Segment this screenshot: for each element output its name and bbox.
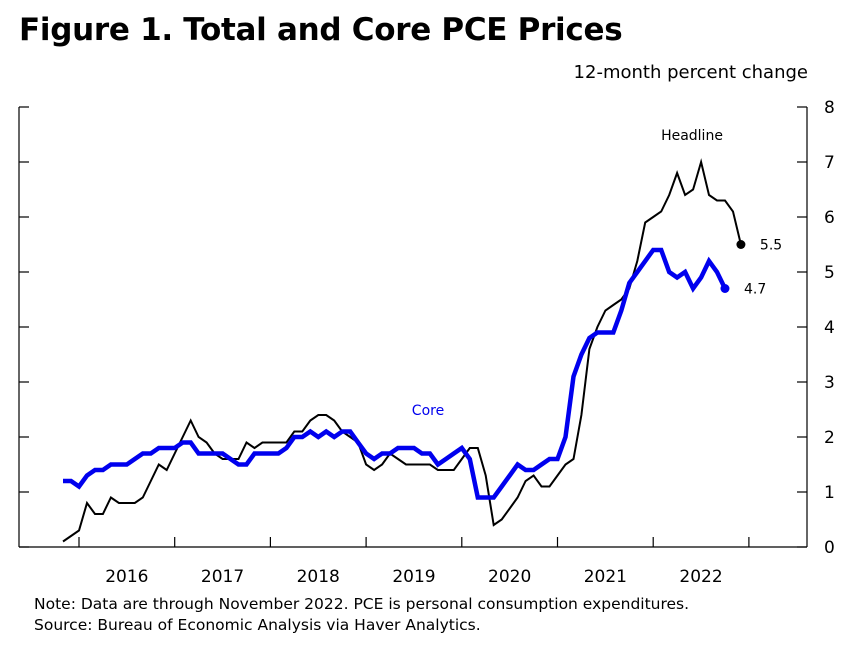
axes: 0 1 2 3 4 5 6 7 8 2016 2017 2018 2019 2020 2021 2022 (18, 98, 835, 587)
core-series-label: Core (412, 403, 444, 419)
y-axis-units-label: 12-month percent change (573, 62, 808, 83)
headline-end-marker (736, 240, 746, 249)
y-tick-label: 6 (824, 208, 835, 228)
y-tick-label: 2 (824, 428, 835, 448)
series-lines (62, 158, 746, 543)
headline-line (62, 158, 742, 543)
headline-end-value-label: 5.5 (760, 238, 782, 254)
x-tick-label: 2018 (297, 567, 340, 587)
source-text: Source: Bureau of Economic Analysis via … (34, 616, 481, 634)
x-tick-label: 2021 (584, 567, 627, 587)
y-tick-label: 5 (824, 263, 835, 283)
x-tick-label: 2019 (392, 567, 435, 587)
y-tick-label: 8 (824, 98, 835, 118)
chart-notes: Note: Data are through November 2022. PC… (34, 594, 689, 636)
x-tick-label: 2016 (105, 567, 148, 587)
y-tick-label: 4 (824, 318, 835, 338)
y-tick-label: 7 (824, 153, 835, 173)
x-tick-label: 2017 (201, 567, 244, 587)
y-tick-label: 0 (824, 538, 835, 558)
y-tick-label: 3 (824, 373, 835, 393)
chart-title: Figure 1. Total and Core PCE Prices (19, 12, 623, 48)
headline-series-label: Headline (661, 128, 723, 144)
x-tick-label: 2022 (679, 567, 722, 587)
core-end-marker (720, 284, 730, 293)
core-line (63, 247, 728, 500)
y-tick-label: 1 (824, 483, 835, 503)
core-end-value-label: 4.7 (744, 282, 766, 298)
note-text: Note: Data are through November 2022. PC… (34, 595, 690, 613)
x-tick-label: 2020 (488, 567, 531, 587)
series-labels: 5.5 4.7 Headline Core (412, 128, 782, 419)
